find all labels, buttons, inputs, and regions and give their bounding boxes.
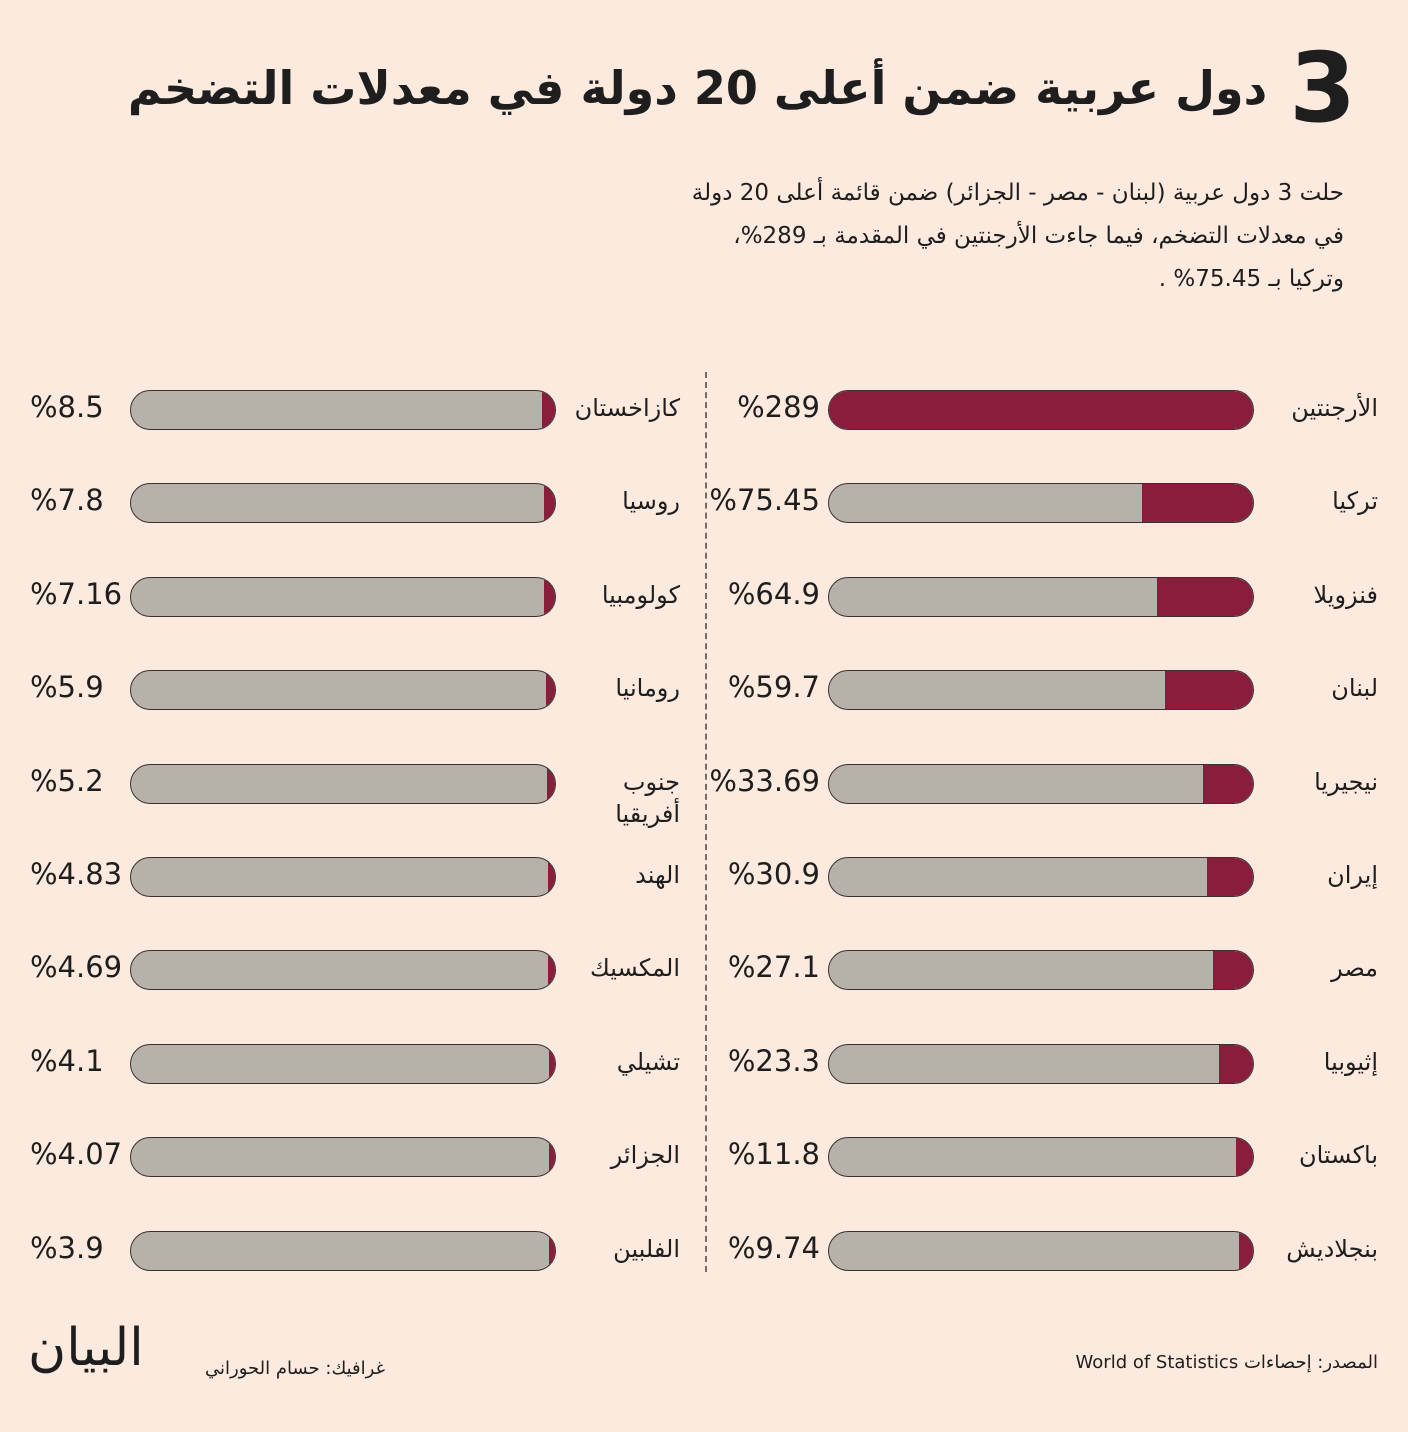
value-label: %75.45: [709, 483, 820, 518]
bar-track: [130, 483, 556, 524]
value-label: %64.9: [727, 576, 820, 611]
value-label: %7.16: [30, 576, 123, 611]
bar: [1207, 858, 1253, 896]
bar: [829, 391, 1253, 429]
category-label: إيران: [1327, 861, 1378, 889]
value-label: %9.74: [727, 1230, 820, 1265]
bar-track: [130, 1043, 556, 1084]
bar-track: [828, 390, 1254, 430]
category-label: نيجيريا: [1314, 767, 1378, 796]
value-label: %23.3: [727, 1043, 820, 1078]
bar: [1218, 1044, 1253, 1083]
title-number: 3: [1289, 32, 1356, 144]
bar-track: [828, 1137, 1254, 1178]
value-label: %8.5: [30, 390, 104, 424]
description: حلت 3 دول عربية (لبنان - مصر - الجزائر) …: [584, 172, 1344, 301]
bar-track: [130, 950, 556, 991]
category-label: كولومبيا: [601, 580, 680, 609]
bar-track: [828, 576, 1254, 617]
bar: [543, 484, 555, 523]
bar-track: [130, 857, 556, 897]
bar: [544, 577, 555, 616]
divider: [705, 372, 707, 1272]
category-label: جنوب أفريقيا: [615, 767, 680, 828]
category-label: روسيا: [622, 487, 680, 516]
category-label: إثيوبيا: [1323, 1047, 1378, 1076]
bar: [549, 1138, 555, 1177]
bar-track: [828, 1043, 1254, 1084]
bar-track: [130, 576, 556, 617]
bar: [546, 671, 555, 710]
title-block: 3 دول عربية ضمن أعلى 20 دولة في معدلات ا…: [128, 40, 1356, 136]
bar-track: [828, 670, 1254, 711]
value-label: %27.1: [727, 950, 820, 985]
category-label: رومانيا: [615, 674, 680, 703]
bar-track: [828, 950, 1254, 991]
bar: [548, 1044, 555, 1083]
bar-track: [130, 763, 556, 804]
bar-track: [130, 1230, 556, 1271]
bar: [1203, 764, 1253, 803]
category-label: الأرجنتين: [1291, 394, 1378, 422]
category-label: باكستان: [1298, 1141, 1378, 1170]
title: دول عربية ضمن أعلى 20 دولة في معدلات الت…: [127, 61, 1268, 115]
bar: [542, 391, 555, 429]
bar: [1235, 1138, 1253, 1177]
value-label: %4.07: [30, 1137, 123, 1172]
value-label: %3.9: [30, 1230, 104, 1265]
category-label: الجزائر: [610, 1141, 680, 1170]
bar: [1141, 484, 1253, 523]
source: المصدر: إحصاءات World of Statistics: [1075, 1352, 1378, 1373]
value-label: %33.69: [709, 763, 820, 798]
bar-track: [828, 483, 1254, 524]
bar-track: [828, 1230, 1254, 1271]
value-label: %11.8: [727, 1137, 820, 1172]
bar: [548, 951, 555, 990]
value-label: %59.7: [727, 670, 820, 705]
logo: البيان: [28, 1318, 144, 1378]
description-line: وتركيا بـ 75.45% .: [1158, 266, 1344, 292]
bar-track: [130, 670, 556, 711]
category-label: لبنان: [1331, 674, 1378, 703]
bar: [547, 858, 555, 896]
category-label: تركيا: [1332, 487, 1378, 516]
bar-track: [828, 763, 1254, 804]
category-label: كازاخستان: [574, 394, 680, 422]
category-label: المكسيك: [590, 954, 680, 983]
category-label: الهند: [635, 861, 680, 889]
value-label: %30.9: [727, 857, 820, 891]
category-label: الفلبين: [613, 1234, 680, 1263]
description-line: حلت 3 دول عربية (لبنان - مصر - الجزائر) …: [691, 180, 1344, 206]
bar: [1157, 577, 1253, 616]
value-label: %4.83: [30, 857, 123, 891]
value-label: %5.2: [30, 763, 104, 798]
bar: [1238, 1231, 1253, 1270]
value-label: %5.9: [30, 670, 104, 705]
credit: غرافيك: حسام الحوراني: [205, 1358, 385, 1379]
value-label: %7.8: [30, 483, 104, 518]
value-label: %4.1: [30, 1043, 104, 1078]
category-label: مصر: [1331, 954, 1378, 983]
bar: [1165, 671, 1253, 710]
category-label: فنزويلا: [1313, 580, 1378, 609]
bar: [547, 764, 555, 803]
description-line: في معدلات التضخم، فيما جاءت الأرجنتين في…: [733, 223, 1344, 249]
bar: [1213, 951, 1253, 990]
category-label: بنجلاديش: [1286, 1234, 1378, 1263]
bar: [549, 1231, 555, 1270]
category-label: تشيلي: [616, 1047, 680, 1076]
value-label: %289: [737, 390, 820, 424]
value-label: %4.69: [30, 950, 123, 985]
bar-track: [130, 390, 556, 430]
bar-track: [828, 857, 1254, 897]
bar-track: [130, 1137, 556, 1178]
